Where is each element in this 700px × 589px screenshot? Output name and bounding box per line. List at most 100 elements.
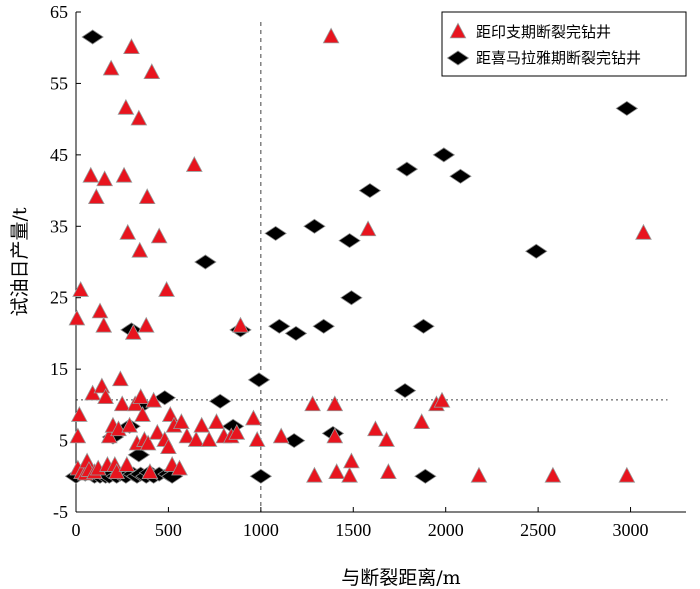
data-point-triangle [328, 463, 346, 479]
data-point-triangle [470, 466, 488, 483]
data-point-triangle [148, 423, 166, 440]
data-point-triangle [137, 316, 155, 333]
data-point-triangle [72, 281, 89, 297]
data-point-triangle [145, 391, 163, 408]
data-point-diamond [312, 318, 335, 334]
data-point-triangle [95, 316, 113, 333]
data-point-diamond [127, 447, 151, 463]
data-point-diamond [432, 147, 456, 163]
data-point-diamond [81, 29, 104, 45]
data-point-triangle [304, 395, 321, 412]
data-point-triangle [248, 431, 266, 447]
data-point-triangle [200, 431, 218, 447]
legend-label: 距印支期断裂完钻井 [476, 23, 611, 41]
data-point-triangle [132, 388, 150, 404]
data-point-diamond [525, 243, 548, 259]
x-tick-label: 500 [155, 520, 182, 540]
data-point-triangle [367, 420, 384, 437]
data-point-triangle [91, 302, 109, 319]
data-point-triangle [130, 109, 148, 126]
data-point-triangle [124, 323, 142, 340]
data-point-triangle [141, 463, 159, 479]
y-tick-label: 15 [50, 359, 68, 379]
data-point-diamond [358, 183, 382, 199]
data-point-triangle [618, 466, 636, 483]
y-tick-label: 65 [50, 2, 68, 22]
data-point-triangle [102, 59, 120, 76]
data-point-diamond [264, 225, 287, 241]
legend-item: 距喜马拉雅期断裂完钻井 [446, 49, 641, 67]
data-point-triangle [272, 427, 290, 444]
data-point-diamond [282, 433, 306, 449]
data-point-triangle [134, 406, 151, 422]
legend-item: 距印支期断裂完钻井 [449, 22, 611, 41]
data-point-triangle [380, 463, 397, 479]
legend-triangle-icon [449, 22, 467, 39]
legend-box [441, 11, 687, 77]
series-indosinian [68, 27, 652, 483]
data-point-triangle [193, 416, 211, 433]
data-point-triangle [232, 316, 249, 333]
data-point-diamond [249, 468, 273, 484]
data-point-triangle [341, 466, 358, 483]
data-points [64, 27, 652, 484]
data-point-triangle [343, 452, 360, 469]
data-point-triangle [143, 63, 161, 79]
data-point-triangle [359, 220, 377, 237]
x-axis-title: 与断裂距离/m [341, 567, 460, 589]
data-point-triangle [326, 395, 344, 412]
x-tick-label: 1500 [335, 520, 371, 540]
data-point-diamond [284, 325, 308, 341]
legend-label: 距喜马拉雅期断裂完钻井 [476, 49, 641, 67]
data-point-diamond [247, 372, 271, 388]
data-point-diamond [615, 100, 639, 116]
data-point-diamond [303, 218, 326, 234]
data-point-triangle [117, 98, 135, 115]
x-tick-label: 0 [72, 520, 81, 540]
x-tick-label: 2000 [428, 520, 464, 540]
data-point-diamond [208, 393, 232, 409]
data-point-triangle [150, 227, 168, 244]
data-point-triangle [185, 156, 203, 172]
data-point-triangle [228, 423, 246, 440]
y-tick-label: 35 [50, 216, 68, 236]
data-point-triangle [69, 427, 87, 444]
x-tick-label: 2500 [520, 520, 556, 540]
data-point-diamond [449, 168, 472, 184]
data-point-triangle [187, 431, 205, 447]
data-point-diamond [268, 318, 291, 334]
data-point-triangle [82, 166, 100, 183]
y-tick-label: 55 [50, 73, 68, 93]
data-point-triangle [160, 438, 177, 454]
data-point-triangle [119, 223, 137, 240]
data-point-triangle [118, 456, 136, 472]
data-point-triangle [123, 38, 140, 54]
data-point-diamond [395, 161, 419, 177]
data-point-triangle [96, 170, 114, 187]
data-point-triangle [378, 431, 395, 447]
data-point-triangle [245, 409, 262, 426]
data-point-diamond [153, 390, 176, 406]
y-tick-label: 25 [50, 288, 68, 308]
data-point-triangle [208, 413, 225, 429]
data-point-triangle [111, 370, 129, 387]
data-point-triangle [322, 27, 340, 44]
data-point-triangle [113, 395, 131, 412]
data-point-triangle [138, 188, 156, 204]
data-point-diamond [194, 254, 217, 270]
data-point-triangle [172, 413, 190, 429]
data-point-triangle [413, 413, 431, 429]
data-point-triangle [635, 223, 652, 240]
data-point-triangle [97, 388, 114, 404]
legend-diamond-icon [446, 50, 470, 66]
data-point-triangle [115, 166, 133, 183]
reference-lines [76, 22, 668, 512]
x-axis-ticks: 0 500 1000 1500 2000 2500 3000 [72, 507, 649, 540]
data-point-triangle [139, 434, 157, 451]
data-point-triangle [87, 188, 105, 204]
x-tick-label: 3000 [613, 520, 649, 540]
data-point-triangle [326, 427, 344, 444]
y-axis-ticks: -5 5 15 25 35 45 55 65 [50, 2, 81, 522]
